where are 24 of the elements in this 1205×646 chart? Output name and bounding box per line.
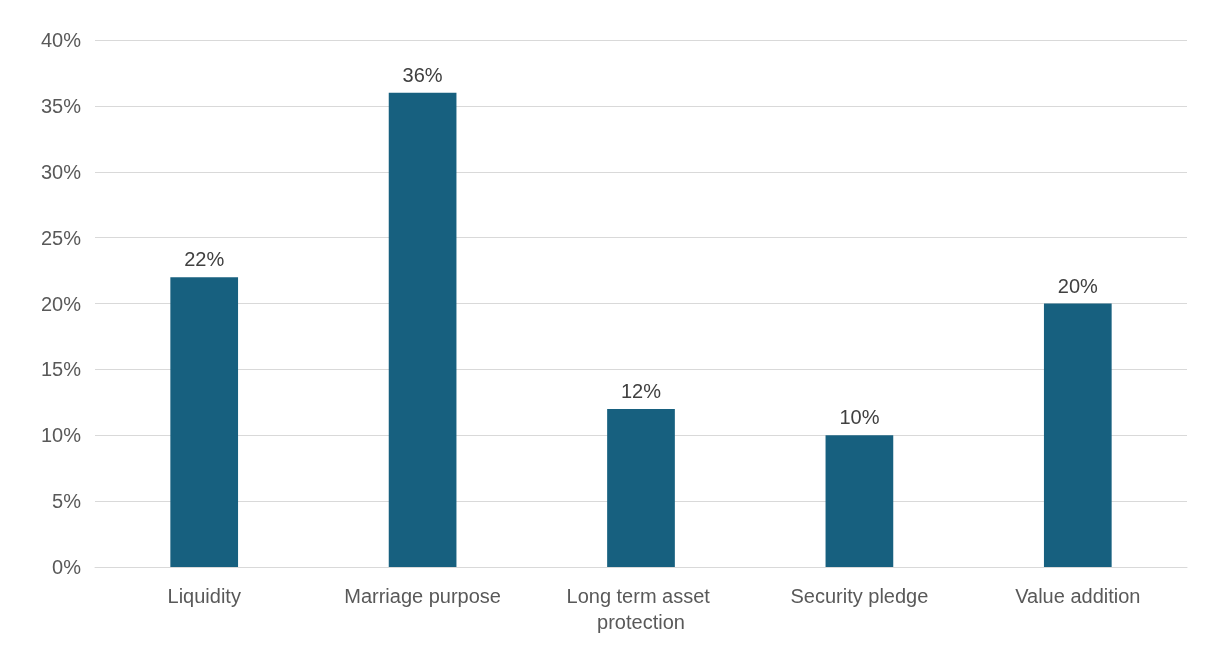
data-label: 12% (620, 379, 662, 402)
y-tick-label: 0% (52, 556, 82, 578)
data-label: 20% (1057, 274, 1099, 297)
data-label: 22% (184, 248, 225, 271)
data-label: 10% (839, 406, 880, 429)
y-tick-label: 20% (40, 292, 82, 315)
y-tick-label: 10% (40, 424, 82, 447)
x-tick-label: Security pledge (790, 585, 929, 607)
x-tick-label: Long term asset protection (566, 585, 716, 633)
y-tick-label: 30% (40, 160, 82, 183)
bar (825, 435, 894, 567)
y-tick-label: 5% (52, 490, 82, 513)
bar (170, 277, 239, 567)
y-tick-label: 25% (40, 226, 82, 249)
y-tick-label: 15% (40, 358, 82, 381)
bar (388, 92, 457, 567)
x-tick-label: Liquidity (167, 585, 241, 607)
x-tick-label: Marriage purpose (344, 585, 501, 607)
data-label: 36% (402, 63, 443, 86)
y-tick-label: 40% (40, 29, 82, 51)
bar (1043, 303, 1112, 567)
bar (607, 408, 675, 567)
x-tick-label: Value addition (1015, 585, 1141, 607)
y-tick-label: 35% (40, 94, 82, 117)
